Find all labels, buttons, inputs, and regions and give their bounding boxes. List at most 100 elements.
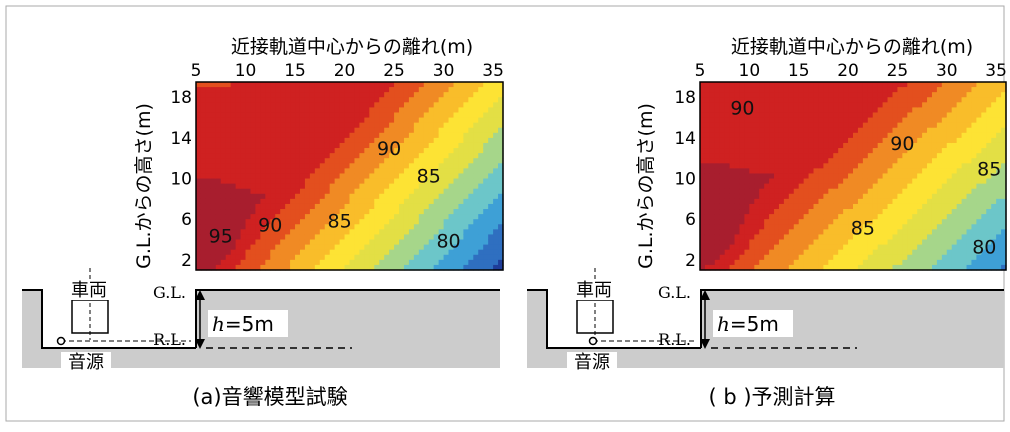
heat-cell [299,112,306,119]
heat-cell [478,137,484,144]
heat-cell [759,188,765,195]
heat-cell [719,209,726,215]
heat-cell [359,97,365,103]
heat-cell [996,87,1002,93]
heat-cell [428,203,435,210]
heat-cell [818,239,824,246]
heat-cell [389,92,395,98]
heat-cell [428,168,435,175]
heat-cell [769,82,775,88]
heat-cell [200,158,207,164]
heat-cell [971,214,977,220]
heat-cell [314,244,321,251]
heat-cell [220,117,227,124]
heat-cell [853,148,859,154]
heat-cell [285,234,291,241]
heat-cell [299,219,306,225]
heat-cell [329,82,336,88]
heat-cell [309,112,316,119]
heat-cell [210,112,217,119]
heat-cell [255,214,261,220]
heat-cell [458,127,464,134]
heat-cell [774,153,780,159]
heat-cell [783,214,790,220]
heat-cell [488,127,494,134]
heat-cell [319,163,326,169]
heat-cell [215,249,222,256]
heat-cell [403,107,410,114]
heat-cell [369,178,375,185]
heat-cell [907,244,913,251]
heat-cell [872,249,879,256]
heat-cell [220,178,227,185]
heat-cell [438,127,445,134]
heat-cell [867,193,874,200]
heat-cell [493,153,499,159]
heat-cell [798,107,805,114]
heat-cell [764,163,770,169]
heat-cell [700,239,706,246]
heat-cell [394,219,400,225]
heat-cell [359,92,365,98]
heat-cell [803,127,810,134]
heat-cell [324,229,331,236]
heat-cell [941,163,948,169]
heat-cell [739,107,746,114]
heat-cell [749,142,755,149]
heat-cell [744,183,750,190]
heat-cell [902,264,908,271]
heat-cell [729,173,736,180]
heat-cell [255,173,261,180]
y-tick-label: 10 [674,170,696,190]
heat-cell [369,168,375,175]
heat-cell [912,193,918,200]
ground-outline-right [700,289,1004,348]
heat-cell [379,142,385,149]
heat-cell [334,97,341,103]
heat-cell [907,137,913,144]
heat-cell [379,209,385,215]
heat-cell [369,259,375,266]
heat-cell [853,122,859,129]
heat-cell [744,173,750,180]
heat-cell [220,127,227,134]
heat-cell [956,214,963,220]
heat-cell [413,117,420,124]
heat-cell [448,229,455,236]
heat-cell [443,158,450,164]
heat-cell [754,249,760,256]
heat-cell [729,142,736,149]
heat-cell [724,122,731,129]
heat-cell [200,229,207,236]
heat-cell [428,127,435,134]
heat-cell [813,142,820,149]
heat-cell [225,188,232,195]
heat-cell [843,132,849,139]
heat-cell [275,158,281,164]
heat-cell [931,219,938,225]
heat-cell [423,153,430,159]
heat-cell [196,214,202,220]
heat-cell [936,249,943,256]
heat-cell [463,209,469,215]
heat-cell [749,259,755,266]
heat-cell [912,209,918,215]
heat-cell [971,234,977,241]
heat-cell [394,168,400,175]
heat-cell [862,229,869,236]
heat-cell [1001,178,1007,185]
heat-cell [354,112,360,119]
heat-cell [498,102,504,108]
heat-cell [205,264,212,271]
heat-cell [324,107,331,114]
heat-cell [280,132,286,139]
heat-cell [793,97,800,103]
heat-cell [927,127,933,134]
heat-cell [902,142,908,149]
heat-cell [225,178,232,185]
heat-cell [438,168,445,175]
heat-cell [892,259,899,266]
heat-cell [245,203,252,210]
heat-cell [260,122,266,129]
heat-cell [936,183,943,190]
